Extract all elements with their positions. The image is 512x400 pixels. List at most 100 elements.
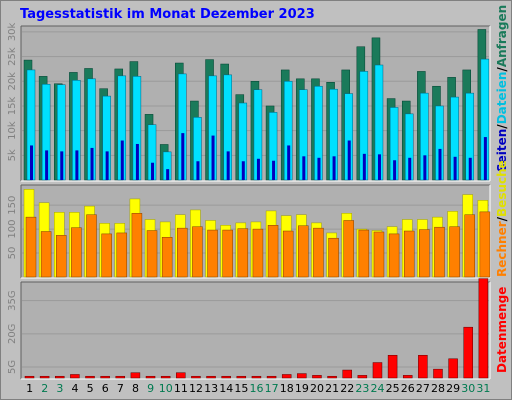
bar-seiten — [377, 154, 381, 180]
bar-seiten — [332, 156, 336, 180]
day-label: 30 — [461, 382, 475, 395]
legend-besuche-rechner: Rechner/Besuche — [495, 160, 509, 277]
bar-rechner — [40, 231, 52, 278]
bar-datenmenge — [206, 375, 216, 379]
y-tick-label: 10k — [7, 121, 18, 140]
bar-rechner — [282, 230, 294, 278]
bar-seiten — [181, 133, 185, 180]
bar-seiten — [75, 150, 79, 180]
day-label: 13 — [204, 382, 218, 395]
day-label: 7 — [117, 382, 124, 395]
bar-rechner — [358, 229, 370, 278]
bar-datenmenge — [312, 375, 322, 379]
bar-seiten — [468, 157, 472, 180]
bar-seiten — [287, 145, 291, 180]
bar-datenmenge — [221, 375, 231, 379]
bar-seiten — [453, 156, 457, 180]
bar-datenmenge — [24, 375, 35, 379]
legend-datenmenge-label: Datenmenge — [495, 287, 509, 373]
y-tick-label: 15k — [7, 97, 18, 116]
day-label: 10 — [159, 382, 173, 395]
y-tick-label: 150 — [7, 196, 18, 215]
legend-seiten: Seiten — [495, 129, 509, 172]
bar-datenmenge — [145, 375, 156, 379]
day-label: 1 — [26, 382, 33, 395]
bar-rechner — [116, 232, 128, 278]
bar-datenmenge — [478, 278, 489, 379]
y-tick-label: 30k — [7, 22, 18, 41]
bar-rechner — [479, 211, 491, 278]
day-label: 9 — [147, 382, 154, 395]
day-label: 27 — [416, 382, 430, 395]
bar-seiten — [90, 147, 94, 180]
day-label: 22 — [340, 382, 354, 395]
bar-rechner — [313, 227, 324, 278]
chart-panel-2: 50 100 150 — [7, 184, 491, 279]
bar-rechner — [434, 226, 445, 278]
bar-seiten — [483, 137, 487, 180]
day-label: 14 — [219, 382, 233, 395]
svg-text:Seiten/Dateien/Anfragen: Seiten/Dateien/Anfragen — [495, 5, 509, 172]
bar-datenmenge — [70, 374, 80, 379]
bar-datenmenge — [448, 358, 458, 379]
bar-rechner — [403, 230, 415, 278]
day-label: 4 — [71, 382, 78, 395]
day-label: 21 — [325, 382, 339, 395]
bar-seiten — [438, 148, 442, 180]
day-label: 5 — [87, 382, 94, 395]
bar-datenmenge — [85, 375, 95, 379]
legend-rechner: Rechner — [495, 221, 509, 277]
legend-separator: / — [495, 67, 509, 72]
day-label: 20 — [310, 382, 324, 395]
day-label: 2 — [41, 382, 48, 395]
bar-rechner — [222, 229, 233, 278]
y-tick-label: 25k — [7, 47, 18, 66]
day-label: 31 — [476, 382, 490, 395]
bar-datenmenge — [327, 375, 337, 379]
day-label: 3 — [56, 382, 63, 395]
y-tick-label: 100 — [7, 220, 18, 239]
bar-seiten — [60, 151, 64, 180]
chart-title: Tagesstatistik im Monat Dezember 2023 — [20, 7, 315, 22]
bar-rechner — [252, 228, 264, 278]
bar-rechner — [388, 233, 400, 278]
bar-seiten — [105, 151, 109, 180]
day-label: 26 — [401, 382, 415, 395]
bar-seiten — [45, 150, 49, 180]
y-tick-label: 5k — [7, 149, 18, 161]
y-tick-label: 35G — [7, 290, 18, 310]
bar-datenmenge — [281, 374, 292, 379]
bar-seiten — [272, 160, 276, 180]
bar-datenmenge — [418, 354, 428, 379]
bar-datenmenge — [251, 375, 262, 379]
bar-seiten — [423, 155, 427, 180]
y-tick-label: 50 — [7, 247, 18, 260]
bar-datenmenge — [160, 375, 171, 379]
bar-seiten — [166, 169, 170, 180]
bar-rechner — [56, 235, 67, 278]
legend-dateien: Dateien — [495, 72, 509, 125]
day-label: 18 — [280, 382, 294, 395]
bar-rechner — [146, 230, 158, 278]
bar-datenmenge — [191, 375, 201, 379]
legend-separator: / — [495, 124, 509, 129]
bar-rechner — [177, 227, 188, 278]
bar-datenmenge — [115, 375, 126, 379]
bar-rechner — [25, 216, 37, 278]
bar-datenmenge — [433, 368, 443, 379]
bar-seiten — [151, 162, 155, 180]
day-label: 6 — [102, 382, 109, 395]
day-label: 28 — [431, 382, 445, 395]
bar-seiten — [256, 158, 260, 180]
bar-datenmenge — [39, 375, 50, 379]
bar-seiten — [393, 160, 397, 180]
bar-rechner — [161, 236, 173, 278]
bar-datenmenge — [100, 375, 110, 379]
bar-datenmenge — [55, 375, 65, 379]
legend-anfragen: Anfragen — [495, 5, 509, 67]
chart-panel-3: 5G 20G 35G — [7, 278, 491, 380]
bar-rechner — [71, 227, 82, 278]
bar-rechner — [419, 229, 430, 278]
bar-datenmenge — [176, 372, 186, 379]
day-label: 16 — [250, 382, 264, 395]
